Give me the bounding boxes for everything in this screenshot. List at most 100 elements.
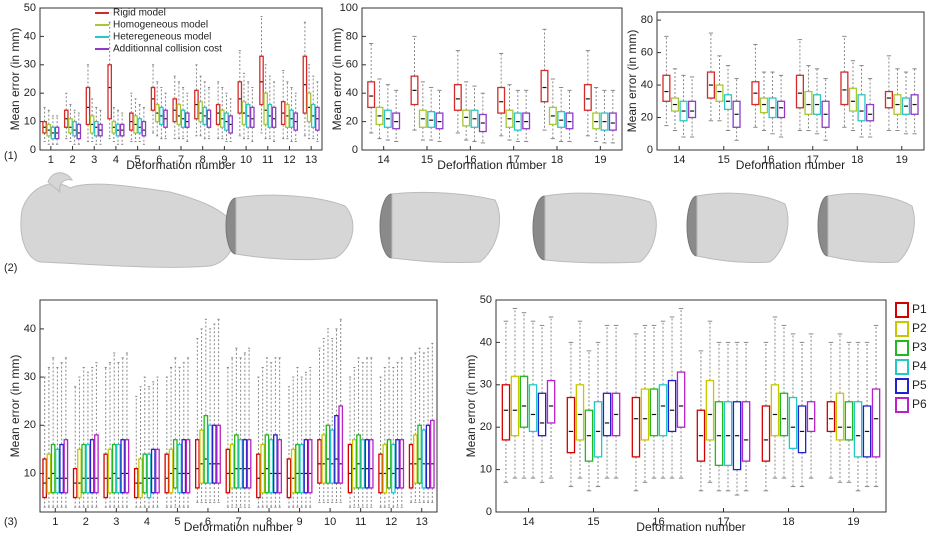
y-axis-label: Mean error (in mm): [330, 28, 344, 131]
x-tick-label: 4: [113, 154, 119, 166]
box: [142, 122, 145, 136]
y-tick-label: 40: [346, 87, 358, 99]
box: [82, 445, 85, 493]
box: [331, 430, 334, 483]
x-tick-label: 3: [113, 516, 119, 528]
box: [502, 385, 509, 440]
box: [365, 440, 368, 488]
box: [265, 435, 268, 493]
box: [566, 113, 573, 129]
box: [529, 385, 536, 432]
box: [538, 393, 545, 435]
box: [243, 440, 246, 488]
box: [226, 449, 229, 492]
y-tick-label: 20: [346, 116, 358, 128]
plot-frame: [362, 8, 622, 150]
box: [264, 93, 267, 124]
box: [706, 381, 713, 440]
box: [304, 440, 307, 493]
y-axis-label: Mean error (in mm): [464, 355, 478, 458]
box: [885, 92, 892, 108]
legend-label: P3: [912, 340, 927, 354]
x-tick-label: 14: [522, 516, 534, 528]
box: [827, 402, 834, 432]
y-tick-label: 80: [641, 14, 653, 26]
legend-label: Homogeneous model: [113, 20, 208, 31]
box: [318, 440, 321, 483]
box: [498, 88, 505, 114]
box: [251, 107, 254, 127]
x-tick-label: 18: [851, 154, 863, 166]
box: [716, 85, 723, 101]
box: [431, 420, 434, 487]
box: [292, 449, 295, 492]
box: [511, 376, 518, 435]
x-tick-label: 10: [324, 516, 336, 528]
box: [854, 402, 861, 457]
box: [409, 445, 412, 488]
x-axis-label: Deformation number: [636, 520, 745, 534]
x-tick-label: 9: [297, 516, 303, 528]
x-axis-label: Deformation number: [126, 158, 235, 172]
x-tick-label: 1: [48, 154, 54, 166]
box: [261, 445, 264, 493]
panel-label: (1): [4, 150, 17, 162]
box: [715, 402, 722, 466]
box: [761, 98, 768, 113]
box: [326, 425, 329, 483]
box: [217, 425, 220, 483]
box: [872, 389, 879, 457]
x-tick-label: 15: [587, 516, 599, 528]
y-tick-label: 20: [24, 419, 36, 431]
box: [789, 398, 796, 449]
deformation-shapes: [21, 173, 914, 268]
box: [86, 445, 89, 493]
box: [426, 425, 429, 488]
box: [239, 440, 242, 488]
x-tick-label: 14: [673, 154, 685, 166]
box: [850, 88, 857, 111]
box: [547, 381, 554, 423]
legend-label: P4: [912, 359, 927, 373]
box: [177, 105, 180, 125]
box: [300, 445, 303, 493]
box: [383, 445, 386, 493]
legend-label: Additionnal collision cost: [113, 44, 222, 55]
box: [260, 56, 263, 104]
box: [143, 454, 146, 493]
box: [95, 435, 98, 493]
x-tick-label: 13: [416, 516, 428, 528]
box: [805, 92, 812, 115]
box: [414, 435, 417, 483]
y-tick-label: 30: [24, 371, 36, 383]
y-tick-label: 10: [24, 116, 36, 128]
box: [771, 385, 778, 436]
box: [780, 393, 787, 435]
box: [841, 72, 848, 104]
chart: 0102030405012345678910111213Deformation …: [8, 2, 322, 172]
x-tick-label: 2: [69, 154, 75, 166]
box: [541, 70, 548, 101]
box: [867, 105, 874, 121]
box: [308, 440, 311, 493]
box: [196, 440, 199, 488]
box: [47, 454, 50, 493]
x-tick-label: 18: [551, 154, 563, 166]
y-tick-label: 60: [346, 59, 358, 71]
box: [216, 105, 219, 125]
box: [836, 393, 843, 440]
plot-frame: [657, 12, 924, 150]
y-tick-label: 80: [346, 30, 358, 42]
y-tick-label: 40: [24, 323, 36, 335]
box: [418, 425, 421, 483]
box: [204, 416, 207, 483]
box: [257, 454, 260, 497]
x-tick-label: 12: [283, 154, 295, 166]
x-tick-label: 15: [718, 154, 730, 166]
box: [247, 440, 250, 488]
y-tick-label: 10: [24, 467, 36, 479]
box: [200, 430, 203, 483]
x-axis-label: Deformation number: [437, 158, 546, 172]
box: [186, 113, 189, 127]
box: [742, 402, 749, 461]
